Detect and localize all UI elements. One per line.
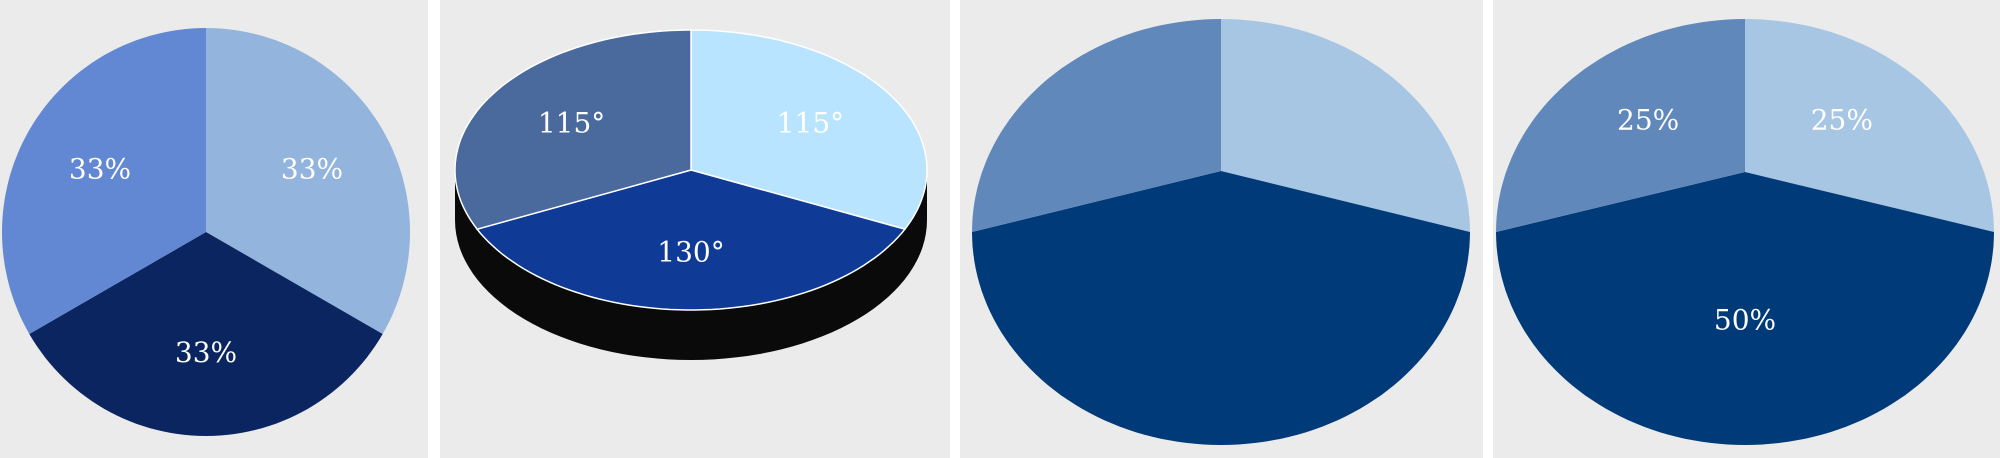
pie-slice xyxy=(1221,19,1470,232)
pie-slice xyxy=(454,29,692,231)
pie-slice xyxy=(1496,19,1745,232)
pie-slice xyxy=(2,28,206,334)
data-label: 33% xyxy=(281,152,343,185)
data-label: 115° xyxy=(538,106,605,139)
data-label: 33% xyxy=(69,152,131,185)
data-label: 50% xyxy=(1714,304,1776,337)
data-label: 130° xyxy=(657,236,724,269)
data-label: 25% xyxy=(1617,104,1679,137)
pie-slice xyxy=(1745,19,1994,232)
data-label: 33% xyxy=(175,336,237,369)
pie-slice xyxy=(475,169,907,311)
pie-slice xyxy=(29,232,383,436)
pie-slice xyxy=(1496,172,1994,445)
data-label: 115° xyxy=(777,106,844,139)
data-label: 25% xyxy=(1811,104,1873,137)
pie-slice xyxy=(972,19,1221,232)
pie-slice xyxy=(206,28,410,334)
pie-slice xyxy=(972,171,1470,445)
pie-slice xyxy=(690,29,928,231)
